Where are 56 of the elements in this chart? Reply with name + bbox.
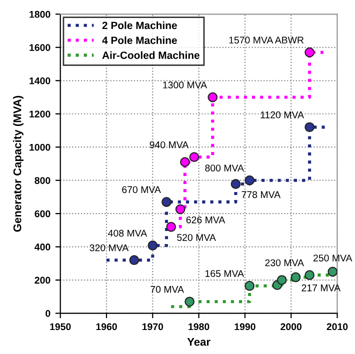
annotation: 670 MVA: [122, 186, 161, 194]
y-tick-label: 1600: [30, 44, 50, 52]
point: [180, 157, 190, 168]
y-tick-label: 1400: [30, 77, 50, 84]
x-tick-label: 1990: [234, 323, 256, 330]
annotation: 1570 MVA ABWR: [229, 36, 304, 44]
annotation: 1120 MVA: [260, 111, 304, 118]
point: [328, 266, 338, 277]
legend-label: Air-Cooled Machine: [102, 51, 200, 59]
annotation: 1300 MVA: [163, 82, 208, 88]
point: [162, 197, 172, 207]
annotation: 778 MVA: [242, 191, 281, 198]
annotation: 940 MVA: [150, 141, 189, 148]
x-tick-label: 2000: [280, 323, 302, 330]
point: [304, 270, 315, 280]
point: [230, 179, 241, 189]
x-tick-label: 1980: [188, 323, 210, 330]
point: [276, 275, 287, 285]
point: [175, 204, 186, 214]
legend-label: 4 Pole Machine: [102, 36, 177, 44]
point: [304, 122, 315, 132]
annotation: 217 MVA: [302, 284, 341, 292]
annotation: 230 MVA: [265, 259, 304, 266]
y-tick-label: 0: [46, 310, 50, 317]
x-tick-label: 1970: [142, 323, 164, 330]
annotation: 165 MVA: [205, 270, 244, 278]
point: [304, 47, 315, 58]
annotation: 520 MVA: [177, 234, 216, 241]
annotation: 320 MVA: [90, 244, 129, 252]
annotation: 408 MVA: [108, 230, 148, 237]
y-tick-label: 1200: [30, 110, 50, 118]
annotation: 800 MVA: [205, 164, 244, 172]
legend-label: 2 Pole Machine: [102, 21, 177, 30]
y-tick-label: 600: [34, 210, 50, 218]
point: [244, 280, 255, 291]
annotation: 70 MVA: [150, 286, 184, 293]
point: [189, 152, 200, 162]
y-tick-label: 1000: [30, 144, 50, 151]
point: [166, 222, 176, 232]
y-tick-label: 1800: [30, 10, 50, 18]
y-axis-title: Generator Capacity (MVA): [13, 96, 24, 232]
point: [244, 175, 255, 186]
y-tick-label: 200: [34, 276, 50, 284]
y-tick-label: 400: [34, 244, 50, 250]
x-tick-label: 1960: [96, 323, 117, 330]
annotation: 626 MVA: [186, 216, 226, 224]
point: [129, 255, 140, 266]
annotation: 250 MVA: [313, 254, 352, 262]
x-tick-label: 2010: [326, 323, 348, 330]
point: [148, 240, 158, 250]
point: [184, 296, 195, 307]
x-axis-title: Year: [187, 338, 210, 346]
point: [208, 92, 218, 102]
x-tick-label: 1950: [50, 323, 71, 330]
y-tick-label: 800: [34, 177, 50, 184]
point: [290, 272, 301, 282]
